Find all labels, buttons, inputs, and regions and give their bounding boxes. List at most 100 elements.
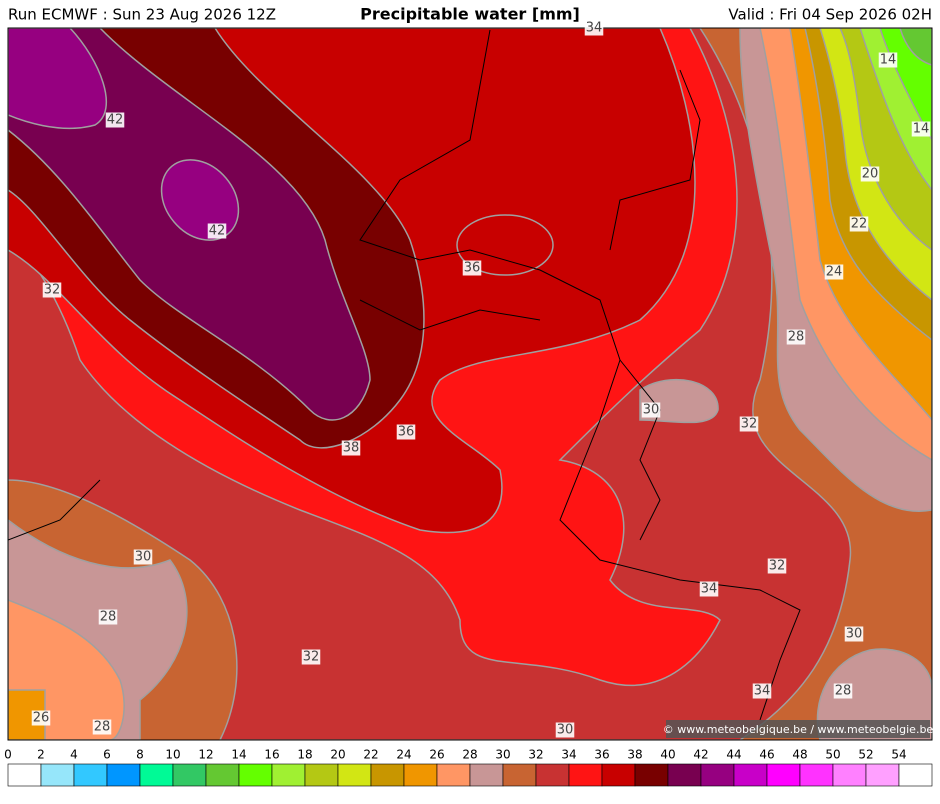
colorbar-swatch	[700, 763, 735, 787]
field	[8, 689, 46, 740]
colorbar-tick-label: 2	[37, 748, 45, 762]
colorbar-swatch	[634, 763, 669, 787]
colorbar-tick-label: 0	[4, 748, 12, 762]
contour-label: 20	[862, 167, 879, 182]
contour-label-bg	[849, 216, 869, 232]
colorbar-tick-label: 28	[462, 748, 477, 762]
field	[816, 648, 932, 740]
colorbar-swatch	[7, 763, 42, 787]
colorbar-tick-label: 32	[528, 748, 543, 762]
map-title: Precipitable water [mm]	[360, 5, 580, 24]
contour-label-bg	[878, 52, 898, 68]
colorbar-tick-label: 14	[231, 748, 246, 762]
contour-label: 30	[643, 403, 660, 418]
contour-label-bg	[844, 626, 864, 642]
contour-label-bg	[133, 549, 153, 565]
colorbar-tick-label: 12	[198, 748, 213, 762]
contour-label: 42	[209, 224, 226, 239]
contour-label-bg	[752, 683, 772, 699]
contour-label: 36	[464, 261, 481, 276]
colorbar-swatch	[766, 763, 801, 787]
contour-label: 28	[94, 720, 111, 735]
colorbar: 0 2 4 6 8 10 12 14 16 18 20 22 24 26 28 30 32 34 36 38 40 42 4…	[4, 748, 933, 787]
colorbar-swatch	[205, 763, 240, 787]
colorbar-swatch	[733, 763, 768, 787]
colorbar-swatch	[106, 763, 141, 787]
colorbar-tick-label: 54	[891, 748, 906, 762]
contour-label: 34	[586, 21, 603, 36]
contour-label-bg	[555, 722, 575, 738]
contour-label-bg	[699, 581, 719, 597]
colorbar-swatch	[403, 763, 438, 787]
contour-label-bg	[641, 402, 661, 418]
colorbar-swatch	[271, 763, 306, 787]
contour-label: 38	[343, 441, 360, 456]
colorbar-swatch	[667, 763, 702, 787]
contour-label-bg	[462, 260, 482, 276]
contour-label-bg	[396, 424, 416, 440]
contour-label-bg	[301, 649, 321, 665]
credit: © www.meteobelgique.be / www.meteobelgie…	[663, 723, 934, 736]
contour-label: 24	[826, 265, 843, 280]
contour-label: 32	[303, 650, 320, 665]
credit-box	[666, 720, 930, 738]
field	[899, 28, 932, 66]
colorbar-swatch	[337, 763, 372, 787]
contour-label-bg	[105, 112, 125, 128]
contour-label-bg	[911, 121, 931, 137]
colorbar-swatch	[601, 763, 636, 787]
colorbar-swatch	[898, 763, 933, 787]
colorbar-swatch	[502, 763, 537, 787]
colorbar-tick-label: 48	[792, 748, 807, 762]
contour-label: 22	[851, 217, 868, 232]
field	[8, 28, 108, 130]
map-frame	[7, 27, 933, 741]
colorbar-swatch	[832, 763, 867, 787]
valid-label: Valid : Fri 04 Sep 2026 02H	[728, 6, 932, 24]
contour-label: 34	[701, 582, 718, 597]
colorbar-swatch	[73, 763, 108, 787]
field	[456, 214, 554, 276]
map-field	[8, 28, 932, 740]
colorbar-swatch	[238, 763, 273, 787]
contour-label-bg	[739, 416, 759, 432]
contour-label-bg	[31, 710, 51, 726]
colorbar-swatch	[304, 763, 339, 787]
colorbar-swatch	[172, 763, 207, 787]
colorbar-tick-label: 50	[825, 748, 840, 762]
colorbar-tick-label: 52	[858, 748, 873, 762]
contour-label: 30	[135, 550, 152, 565]
colorbar-tick-label: 36	[594, 748, 609, 762]
colorbar-tick-label: 18	[297, 748, 312, 762]
colorbar-tick-label: 16	[264, 748, 279, 762]
colorbar-swatch	[139, 763, 174, 787]
colorbar-tick-label: 8	[136, 748, 144, 762]
contour-label: 32	[769, 559, 786, 574]
contour-label-bg	[860, 166, 880, 182]
contour-label-bg	[92, 719, 112, 735]
colorbar-tick-label: 4	[70, 748, 78, 762]
contour-label-bg	[767, 558, 787, 574]
colorbar-tick-label: 38	[627, 748, 642, 762]
contour-label: 28	[100, 610, 117, 625]
colorbar-tick-label: 34	[561, 748, 576, 762]
run-label: Run ECMWF : Sun 23 Aug 2026 12Z	[8, 6, 276, 24]
contour-label-bg	[207, 223, 227, 239]
colorbar-swatch	[40, 763, 75, 787]
contour-label-bg	[42, 282, 62, 298]
colorbar-swatch	[370, 763, 405, 787]
colorbar-swatch	[469, 763, 504, 787]
contour-label: 42	[107, 113, 124, 128]
colorbar-swatch	[865, 763, 900, 787]
colorbar-tick-label: 46	[759, 748, 774, 762]
colorbar-tick-label: 24	[396, 748, 411, 762]
colorbar-tick-label: 22	[363, 748, 378, 762]
contour-label-bg	[833, 683, 853, 699]
contour-label: 36	[398, 425, 415, 440]
contour-label: 26	[33, 711, 50, 726]
colorbar-tick-label: 40	[660, 748, 675, 762]
contour-label-bg	[584, 20, 604, 36]
colorbar-swatch	[568, 763, 603, 787]
field	[160, 159, 240, 241]
